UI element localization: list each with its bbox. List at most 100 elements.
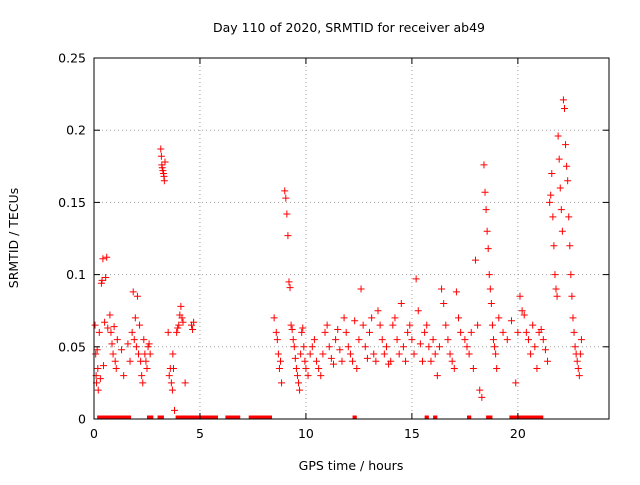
data-point (169, 350, 177, 358)
data-point (374, 307, 382, 315)
data-point (94, 364, 102, 372)
data-point (450, 364, 458, 372)
data-point (552, 285, 560, 293)
data-point (555, 155, 563, 163)
data-point (554, 132, 562, 140)
data-point (355, 336, 363, 344)
data-point (452, 288, 460, 296)
data-point (563, 162, 571, 170)
data-point (173, 328, 181, 336)
data-point (573, 357, 581, 365)
data-point (508, 317, 516, 325)
data-point (161, 158, 169, 166)
data-point (560, 105, 568, 113)
data-points (91, 96, 585, 414)
data-point (480, 161, 488, 169)
data-point (284, 232, 292, 240)
data-point (575, 372, 583, 380)
data-point (160, 177, 168, 185)
data-point (481, 188, 489, 196)
data-point (465, 350, 473, 358)
x-tick-label: 10 (298, 426, 314, 441)
data-point (289, 336, 297, 344)
data-point (313, 357, 321, 365)
grid-lines (94, 58, 609, 419)
data-point (366, 328, 374, 336)
data-point (158, 164, 166, 172)
data-point (277, 357, 285, 365)
data-point (292, 364, 300, 372)
zero-value-band (146, 415, 154, 420)
data-point (104, 324, 112, 332)
data-point (130, 336, 138, 344)
data-point (278, 379, 286, 387)
data-point (108, 340, 116, 348)
data-point (395, 350, 403, 358)
zero-value-band (352, 415, 357, 420)
data-point (296, 386, 304, 394)
data-point (558, 227, 566, 235)
data-point (177, 302, 185, 310)
data-point (569, 314, 577, 322)
data-point (321, 328, 329, 336)
data-point (380, 350, 388, 358)
data-point (124, 340, 132, 348)
data-point (387, 357, 395, 365)
zero-value-markers (97, 415, 544, 420)
data-point (306, 350, 314, 358)
data-point (315, 364, 323, 372)
data-point (399, 343, 407, 351)
data-point (474, 321, 482, 329)
data-point (482, 206, 490, 214)
data-point (299, 324, 307, 332)
data-point (94, 386, 102, 394)
data-point (547, 191, 555, 199)
data-point (353, 364, 361, 372)
data-point (290, 343, 298, 351)
y-tick-label: 0.2 (66, 123, 86, 138)
zero-value-band (225, 415, 241, 420)
data-point (325, 343, 333, 351)
data-point (361, 343, 369, 351)
data-point (113, 336, 121, 344)
data-point (412, 275, 420, 283)
data-point (164, 328, 172, 336)
data-point (518, 307, 526, 315)
data-point (533, 364, 541, 372)
data-point (372, 357, 380, 365)
data-point (179, 318, 187, 326)
data-point (393, 336, 401, 344)
data-point (93, 346, 101, 354)
data-point (107, 328, 115, 336)
data-point (101, 318, 109, 326)
data-point (285, 278, 293, 286)
data-point (138, 372, 146, 380)
data-point (319, 350, 327, 358)
data-point (566, 242, 574, 250)
data-point (427, 357, 435, 365)
data-point (139, 379, 147, 387)
data-point (548, 170, 556, 178)
data-point (120, 372, 128, 380)
chart-title: Day 110 of 2020, SRMTID for receiver ab4… (213, 20, 485, 35)
data-point (559, 96, 567, 104)
data-point (282, 194, 290, 202)
data-point (287, 321, 295, 329)
data-point (304, 372, 312, 380)
data-point (471, 256, 479, 264)
x-tick-label: 0 (90, 426, 98, 441)
data-point (111, 357, 119, 365)
data-point (438, 285, 446, 293)
data-point (489, 336, 497, 344)
data-point (541, 346, 549, 354)
data-point (440, 299, 448, 307)
data-point (100, 362, 108, 370)
data-point (527, 350, 535, 358)
data-point (340, 314, 348, 322)
data-point (332, 336, 340, 344)
data-point (448, 357, 456, 365)
data-point (425, 343, 433, 351)
data-point (317, 372, 325, 380)
data-point (126, 357, 134, 365)
data-point (298, 328, 306, 336)
